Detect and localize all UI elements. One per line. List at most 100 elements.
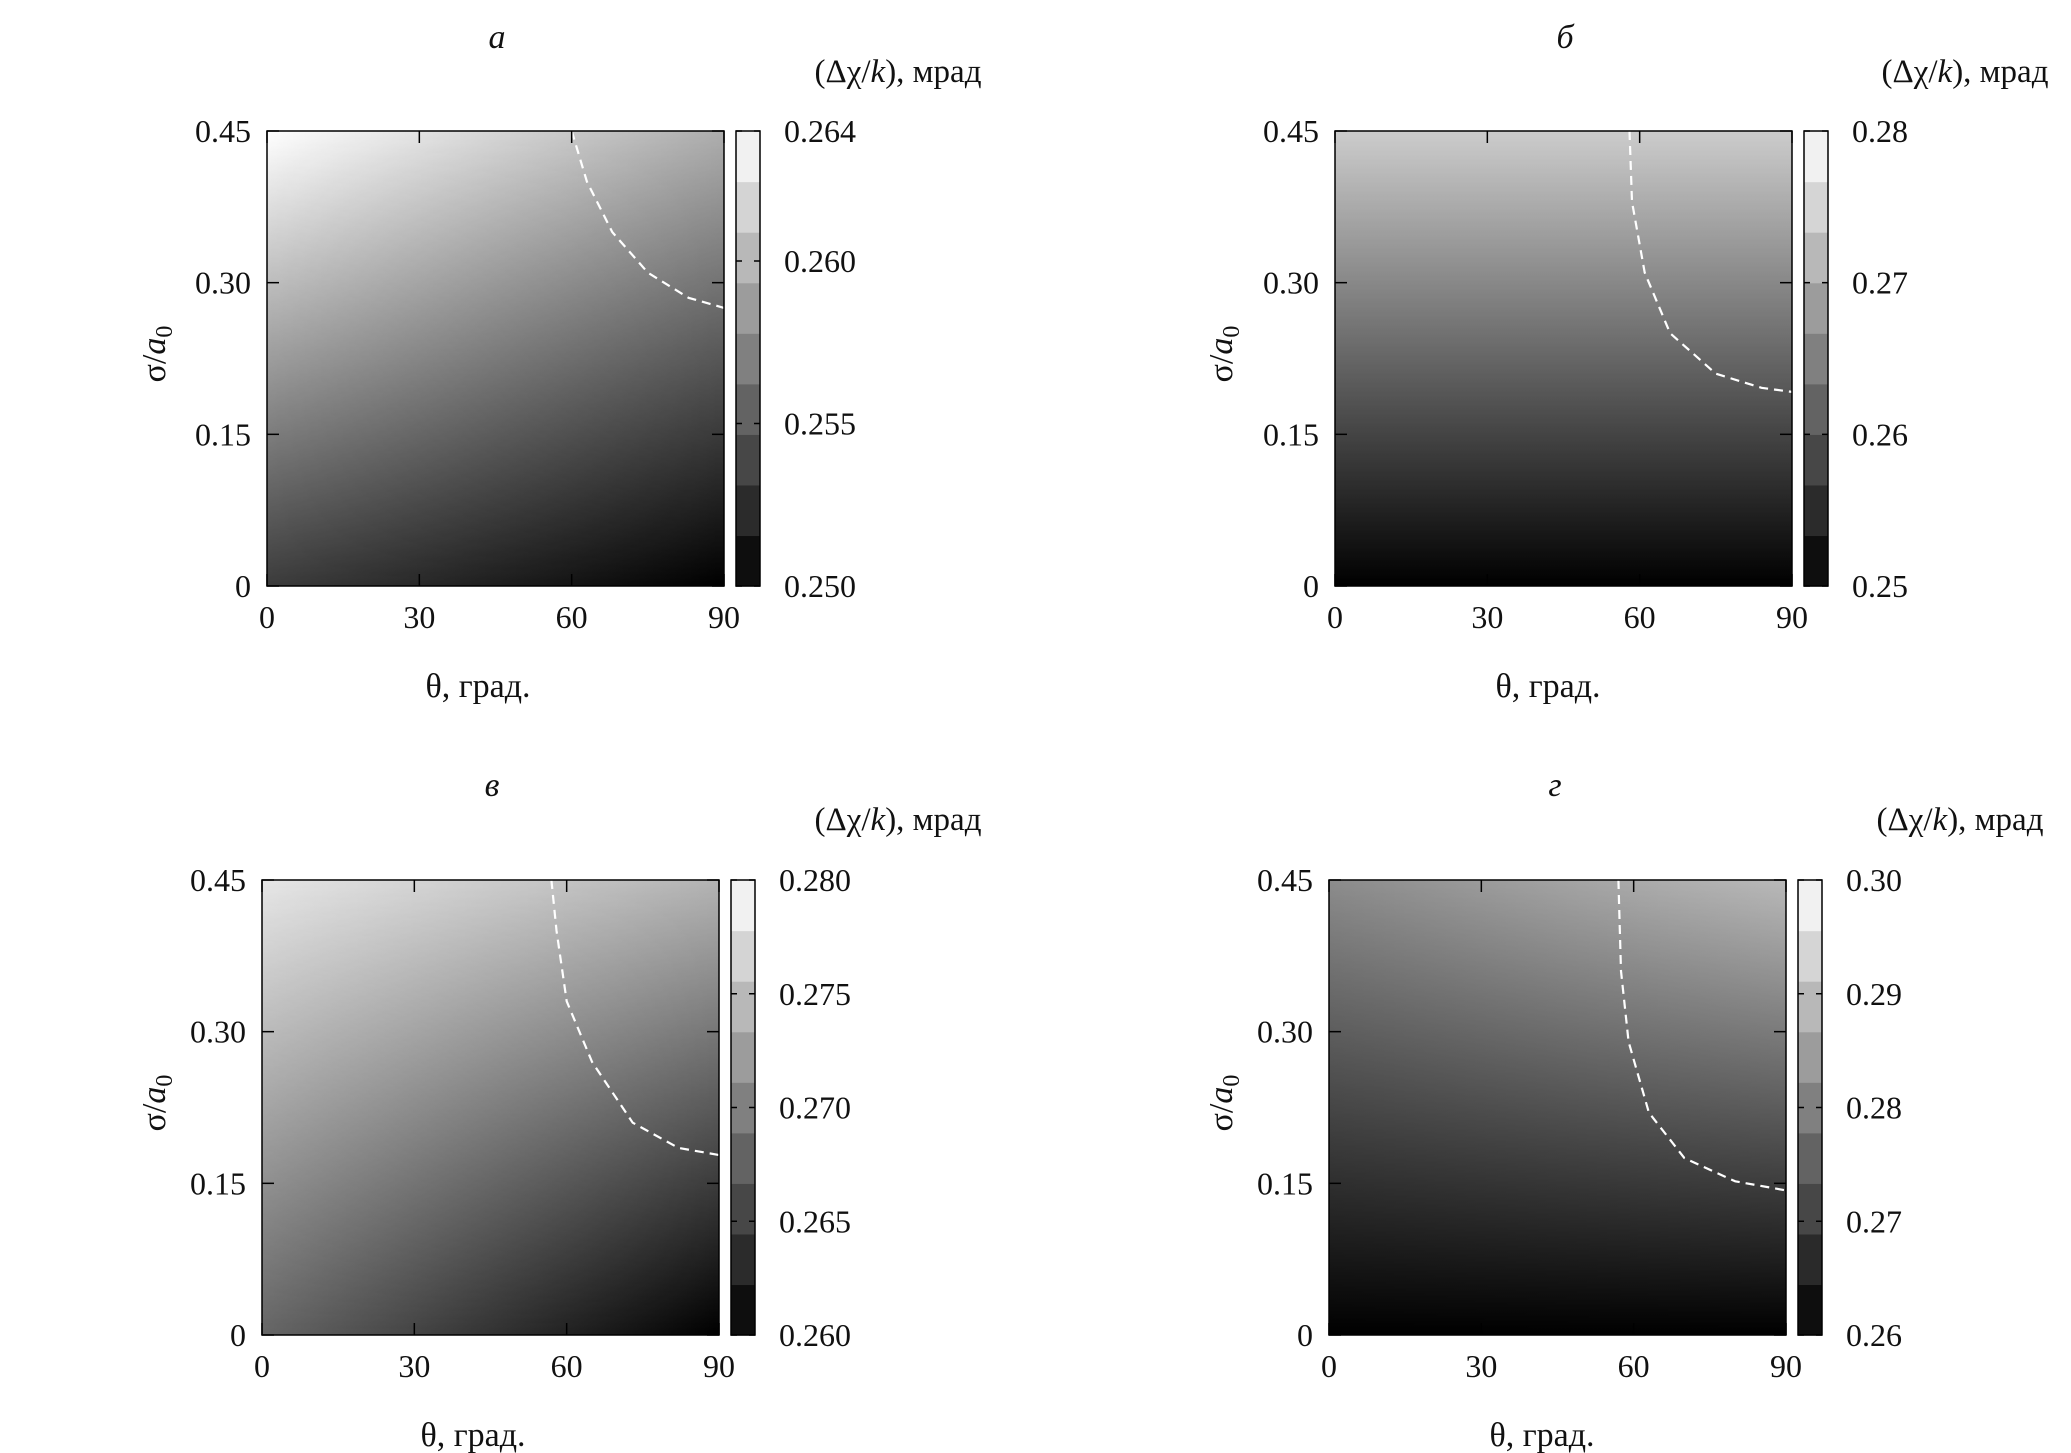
colorbar: 0.260 0.265 0.270 0.275 0.280 bbox=[730, 862, 851, 1353]
dashed-boundary-curve bbox=[1617, 879, 1787, 1192]
y-tick-label: 0.45 bbox=[190, 862, 246, 898]
colorbar-step bbox=[736, 131, 760, 183]
plot-frame bbox=[261, 879, 720, 1336]
x-axis-label: θ, град. bbox=[425, 668, 530, 705]
x-tick-label: 0 bbox=[259, 599, 275, 635]
x-axis-label: θ, град. bbox=[1495, 668, 1600, 705]
colorbar-tick-label: 0.26 bbox=[1846, 1317, 1902, 1353]
colorbar-step bbox=[736, 333, 760, 385]
plot-frame bbox=[1334, 130, 1793, 587]
colorbar-step bbox=[1804, 181, 1828, 233]
heatmap-area bbox=[1335, 131, 1792, 586]
colorbar-step bbox=[1798, 880, 1822, 932]
x-tick-label: 60 bbox=[1618, 1348, 1650, 1384]
colorbar-tick-label: 0.27 bbox=[1846, 1203, 1902, 1239]
chart-panel-b: б (Δχ/k), мрад θ, град. σ/a0 0 30 60 90 0 0.1… bbox=[1203, 19, 2049, 705]
colorbar-tick-label: 0.265 bbox=[779, 1203, 851, 1239]
heatmap-top-blend bbox=[267, 131, 724, 586]
x-tick-label: 90 bbox=[703, 1348, 735, 1384]
colorbar-step bbox=[1798, 1183, 1822, 1235]
colorbar-step bbox=[736, 282, 760, 334]
colorbar-step bbox=[736, 434, 760, 486]
heatmap-area bbox=[267, 131, 724, 586]
colorbar-tick-label: 0.25 bbox=[1852, 568, 1908, 604]
x-tick-label: 90 bbox=[1770, 1348, 1802, 1384]
y-tick-label: 0.45 bbox=[195, 113, 251, 149]
x-tick-label: 30 bbox=[1465, 1348, 1497, 1384]
colorbar-step bbox=[1804, 282, 1828, 334]
chart-panel-a: а (Δχ/k), мрад θ, град. σ/a0 0 30 60 90 0 0.1… bbox=[136, 19, 982, 705]
colorbar-tick-label: 0.30 bbox=[1846, 862, 1902, 898]
colorbar-tick-label: 0.27 bbox=[1852, 265, 1908, 301]
colorbar-step bbox=[731, 1233, 755, 1286]
panel-letter: а bbox=[489, 19, 506, 56]
colorbar-step bbox=[1798, 930, 1822, 982]
colorbar-step bbox=[736, 232, 760, 284]
panel-letter: г bbox=[1548, 767, 1561, 804]
x-tick-label: 0 bbox=[1327, 599, 1343, 635]
y-tick-label: 0 bbox=[1303, 568, 1319, 604]
plot-frame bbox=[1328, 879, 1787, 1336]
colorbar-step bbox=[1804, 484, 1828, 537]
x-tick-label: 60 bbox=[556, 599, 588, 635]
colorbar-tick-label: 0.270 bbox=[779, 1090, 851, 1126]
y-axis-label: σ/a0 bbox=[136, 326, 178, 383]
colorbar-tick-label: 0.28 bbox=[1852, 113, 1908, 149]
colorbar-step bbox=[731, 1284, 755, 1336]
y-tick-label: 0 bbox=[230, 1317, 246, 1353]
colorbar-tick-label: 0.250 bbox=[784, 568, 856, 604]
colorbar-step bbox=[1804, 434, 1828, 486]
colorbar-step bbox=[1798, 1284, 1822, 1336]
colorbar-step bbox=[1804, 131, 1828, 183]
x-tick-label: 90 bbox=[708, 599, 740, 635]
colorbar: 0.25 0.26 0.27 0.28 bbox=[1803, 113, 1908, 604]
colorbar-step bbox=[1804, 535, 1828, 587]
y-axis-label: σ/a0 bbox=[1203, 326, 1245, 383]
y-tick-label: 0 bbox=[235, 568, 251, 604]
colorbar-title: (Δχ/k), мрад bbox=[815, 802, 982, 838]
x-tick-label: 60 bbox=[1624, 599, 1656, 635]
colorbar-step bbox=[1804, 383, 1828, 435]
colorbar-title: (Δχ/k), мрад bbox=[1877, 802, 2044, 838]
dashed-boundary-curve bbox=[1628, 130, 1793, 393]
x-tick-label: 0 bbox=[1321, 1348, 1337, 1384]
heatmap-top-blend bbox=[1335, 131, 1792, 586]
colorbar-step bbox=[731, 1183, 755, 1235]
colorbar-tick-label: 0.264 bbox=[784, 113, 856, 149]
x-tick-label: 90 bbox=[1776, 599, 1808, 635]
colorbar-step bbox=[1798, 1233, 1822, 1286]
panel-letter: в bbox=[485, 767, 500, 804]
colorbar-step bbox=[731, 1132, 755, 1184]
colorbar-step bbox=[731, 981, 755, 1033]
heatmap-top-blend bbox=[1329, 880, 1786, 1335]
heatmap-top-blend bbox=[262, 880, 719, 1335]
y-tick-label: 0.45 bbox=[1257, 862, 1313, 898]
colorbar-frame bbox=[735, 130, 761, 587]
colorbar-step bbox=[1798, 981, 1822, 1033]
chart-panel-g: г (Δχ/k), мрад θ, град. σ/a0 0 30 60 90 0 0.1… bbox=[1203, 767, 2044, 1453]
y-tick-label: 0.30 bbox=[1257, 1014, 1313, 1050]
colorbar-title: (Δχ/k), мрад bbox=[815, 54, 982, 90]
dashed-boundary-curve bbox=[570, 130, 725, 309]
heatmap-area bbox=[1329, 880, 1786, 1335]
y-tick-label: 0.30 bbox=[195, 265, 251, 301]
x-tick-label: 0 bbox=[254, 1348, 270, 1384]
x-tick-label: 30 bbox=[403, 599, 435, 635]
y-tick-label: 0.15 bbox=[1263, 416, 1319, 452]
x-tick-label: 30 bbox=[1471, 599, 1503, 635]
y-tick-label: 0 bbox=[1297, 1317, 1313, 1353]
colorbar-step bbox=[1804, 232, 1828, 284]
y-tick-label: 0.15 bbox=[1257, 1165, 1313, 1201]
colorbar-tick-label: 0.260 bbox=[779, 1317, 851, 1353]
colorbar-title: (Δχ/k), мрад bbox=[1882, 54, 2049, 90]
y-axis-label: σ/a0 bbox=[136, 1075, 178, 1132]
y-tick-label: 0.30 bbox=[1263, 265, 1319, 301]
y-tick-label: 0.15 bbox=[195, 416, 251, 452]
colorbar-step bbox=[731, 930, 755, 982]
y-tick-label: 0.45 bbox=[1263, 113, 1319, 149]
colorbar: 0.250 0.255 0.260 0.264 bbox=[735, 113, 856, 604]
colorbar-tick-label: 0.26 bbox=[1852, 416, 1908, 452]
colorbar-step bbox=[731, 1031, 755, 1083]
x-axis-label: θ, град. bbox=[420, 1417, 525, 1453]
